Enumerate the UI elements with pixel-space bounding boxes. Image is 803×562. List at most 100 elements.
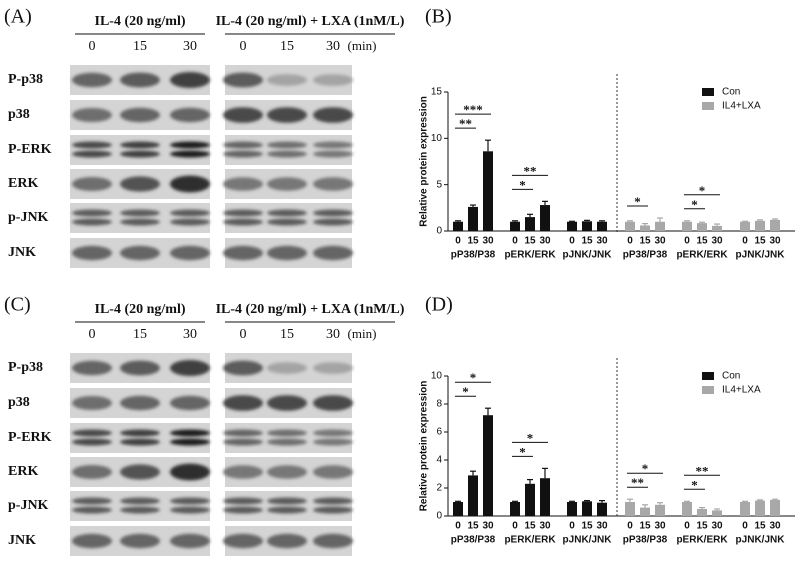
y-tick-label: 0 — [436, 511, 442, 522]
blot-band — [120, 429, 160, 437]
x-tick-label: 15 — [524, 236, 536, 247]
blot-band — [72, 497, 112, 505]
blot-band — [120, 209, 160, 217]
x-tick-label: 15 — [467, 521, 479, 532]
blot-band — [267, 362, 307, 374]
bar — [525, 217, 535, 231]
y-axis-label: Relative protein expression — [419, 381, 430, 512]
blot-band — [223, 107, 263, 123]
bar — [712, 510, 722, 516]
blot-band — [170, 438, 210, 446]
blot-band — [120, 506, 160, 514]
blot-band — [223, 533, 263, 549]
row-label: P-ERK — [8, 430, 52, 445]
blot-band — [313, 150, 353, 158]
blot-band — [170, 209, 210, 217]
blot-band — [120, 176, 160, 192]
x-tick-label: 0 — [627, 521, 633, 532]
blot-band — [267, 177, 307, 191]
bar — [655, 221, 665, 231]
x-tick-label: 15 — [581, 236, 593, 247]
blot-band — [170, 463, 210, 481]
blot-band — [267, 438, 307, 446]
legend-swatch — [702, 386, 714, 394]
time-label: 15 — [133, 327, 147, 342]
sig-stars: ** — [696, 463, 709, 478]
blot-strip — [225, 491, 352, 521]
blot-header: IL-4 (20 ng/ml) + LXA (1nM/L) — [216, 14, 405, 29]
row-label: p-JNK — [8, 498, 49, 513]
group-label: pP38/P38 — [451, 535, 496, 546]
bar — [582, 221, 592, 231]
y-tick-label: 10 — [431, 133, 443, 144]
bar — [697, 509, 707, 516]
blot-band — [120, 533, 160, 549]
time-unit: (min) — [348, 38, 377, 53]
blot-band — [267, 429, 307, 437]
row-label: p-JNK — [8, 210, 49, 225]
bar — [770, 219, 780, 231]
blot-band — [170, 107, 210, 123]
blot-band — [170, 395, 210, 411]
blot-band — [170, 175, 210, 193]
blot-band — [223, 497, 263, 505]
bar — [655, 504, 665, 516]
blot-band — [313, 497, 353, 505]
blot-band — [267, 465, 307, 479]
blot-band — [120, 72, 160, 88]
blot-band — [313, 209, 353, 217]
blot-band — [120, 395, 160, 411]
blot-band — [72, 108, 112, 122]
blot-band — [72, 209, 112, 217]
x-tick-label: 30 — [539, 236, 551, 247]
sig-stars: * — [519, 444, 526, 459]
bar — [525, 483, 535, 516]
blot-strip — [225, 203, 352, 233]
bar — [597, 502, 607, 516]
blot-band — [120, 360, 160, 376]
x-tick-label: 30 — [482, 236, 494, 247]
time-label: 30 — [326, 327, 340, 342]
group-label: pP38/P38 — [623, 535, 668, 546]
blot-band — [267, 218, 307, 226]
x-tick-label: 30 — [596, 521, 608, 532]
y-tick-label: 6 — [436, 427, 442, 438]
row-label: JNK — [8, 245, 36, 260]
blot-band — [170, 497, 210, 505]
x-tick-label: 0 — [512, 521, 518, 532]
sig-stars: * — [699, 183, 706, 198]
time-label: 30 — [183, 39, 197, 54]
blot-band — [223, 150, 263, 158]
blot-band — [72, 150, 112, 158]
x-tick-label: 15 — [696, 521, 708, 532]
blot-band — [72, 506, 112, 514]
blot-band — [170, 429, 210, 437]
time-label: 30 — [183, 327, 197, 342]
x-tick-label: 0 — [742, 521, 748, 532]
x-tick-label: 30 — [654, 521, 666, 532]
blot-band — [72, 141, 112, 149]
blot-strip — [225, 135, 352, 165]
bar — [483, 151, 493, 231]
blot-band — [267, 107, 307, 123]
x-tick-label: 30 — [769, 236, 781, 247]
blot-band — [267, 395, 307, 411]
blot-band — [120, 107, 160, 123]
legend-label: Con — [722, 371, 740, 382]
bar — [510, 221, 520, 231]
blot-band — [313, 465, 353, 479]
blot-band — [120, 497, 160, 505]
blot-band — [267, 209, 307, 217]
blot-band — [313, 74, 353, 86]
sig-stars: * — [634, 194, 641, 209]
time-label: 15 — [280, 327, 294, 342]
group-label: pP38/P38 — [623, 250, 668, 261]
bar — [582, 501, 592, 516]
x-tick-label: 15 — [524, 521, 536, 532]
x-tick-label: 15 — [639, 236, 651, 247]
bar — [468, 206, 478, 231]
blot-band — [267, 245, 307, 261]
sig-stars: * — [642, 461, 649, 476]
blot-band — [72, 438, 112, 446]
bar — [453, 502, 463, 516]
